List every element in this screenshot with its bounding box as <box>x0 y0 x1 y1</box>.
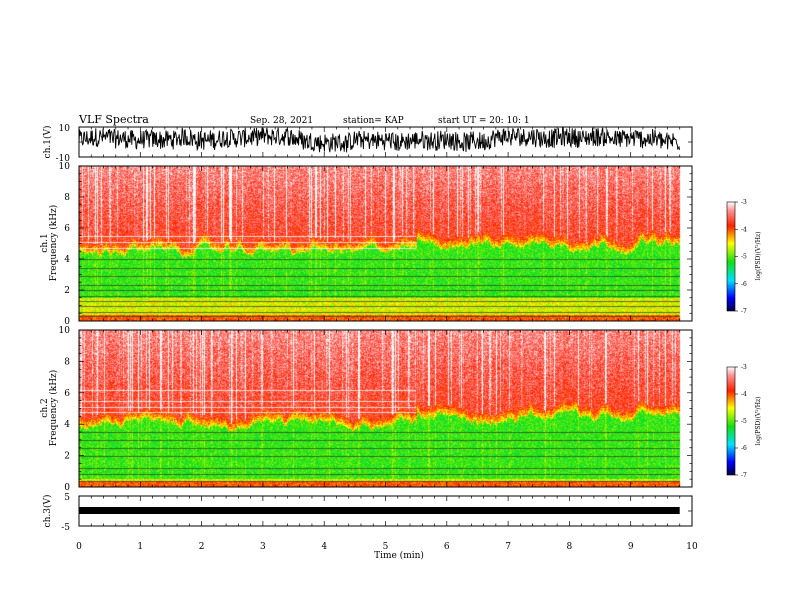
ch1-colorbar-label: log(PSD)(V²/Hz) <box>755 232 762 281</box>
ch2-spectrogram-image <box>79 330 692 487</box>
x-tick-label: 3 <box>260 542 266 552</box>
y-tick-label: 0 <box>64 317 70 327</box>
y-tick-label: 0 <box>64 483 70 493</box>
x-tick-label: 2 <box>199 542 205 552</box>
y-tick-label: 8 <box>64 193 70 203</box>
ch3-waveform-panel: 5 -5 ch.3(V) <box>42 493 693 533</box>
ch1-waveform-panel: 10 -10 ch.1(V) <box>42 124 693 164</box>
y-tick-label: 4 <box>64 420 70 430</box>
ch3-ytick-bottom: -5 <box>61 523 70 533</box>
x-tick-label: 5 <box>383 542 389 552</box>
x-tick-label: 7 <box>505 542 511 552</box>
colorbar-tick-label: -4 <box>741 391 747 398</box>
x-tick-label: 1 <box>137 542 143 552</box>
x-tick-label: 10 <box>686 542 698 552</box>
ch1-waveform-ylabel: ch.1(V) <box>42 126 53 159</box>
x-tick-label: 0 <box>76 542 82 552</box>
colorbar-tick-label: -4 <box>741 226 747 233</box>
ch2-spectrogram-ylabel-line2: Frequency (kHz) <box>48 370 59 447</box>
x-tick-label: 8 <box>567 542 573 552</box>
ch1-spectrogram-ylabel-line2: Frequency (kHz) <box>48 205 59 282</box>
ch1-ytick-bottom: -10 <box>56 154 71 164</box>
colorbar-tick-label: -5 <box>741 418 747 425</box>
ch1-waveform-line <box>79 127 681 153</box>
y-tick-label: 4 <box>64 255 70 265</box>
y-tick-label: 2 <box>64 452 70 462</box>
ch1-spectrogram-ylabel-line1: ch.1 <box>40 233 50 252</box>
start-time-label: start UT = 20: 10: 1 <box>438 116 530 126</box>
ch2-spectrogram-ylabel-line1: ch.2 <box>40 398 50 417</box>
colorbar-tick-label: -3 <box>741 364 747 371</box>
station-label: station= KAP <box>343 116 404 126</box>
x-tick-label: 4 <box>321 542 327 552</box>
colorbar-tick-label: -6 <box>741 445 747 452</box>
y-tick-label: 8 <box>64 357 70 367</box>
y-tick-label: 6 <box>64 389 70 399</box>
colorbar-tick-label: -5 <box>741 254 747 261</box>
ch2-colorbar-label: log(PSD)(V²/Hz) <box>755 397 762 446</box>
ch2-spectrogram-panel: 0 2 4 6 8 10 ch.2 Frequency (kHz) <box>40 326 693 493</box>
ch1-spectrogram-image <box>79 166 692 321</box>
y-tick-label: 10 <box>59 162 71 172</box>
y-tick-label: 6 <box>64 224 70 234</box>
ch3-waveform-band <box>79 507 680 514</box>
x-axis-tick-labels: 0 1 2 3 4 5 6 7 8 9 10 <box>76 542 698 552</box>
x-axis-ticks <box>78 126 693 527</box>
colorbar-tick-label: -7 <box>741 472 747 479</box>
ch3-waveform-ylabel: ch.3(V) <box>42 495 53 528</box>
ch1-spectrogram-panel: 0 2 4 6 8 10 ch.1 Frequency (kHz) <box>40 162 693 327</box>
x-axis-label: Time (min) <box>374 550 424 561</box>
colorbar-tick-label: -3 <box>741 199 747 206</box>
colorbar-tick-label: -6 <box>741 281 747 288</box>
figure-title: VLF Spectra <box>78 113 149 126</box>
x-tick-label: 9 <box>628 542 634 552</box>
y-tick-label: 10 <box>59 326 71 336</box>
x-tick-label: 6 <box>444 542 450 552</box>
date-label: Sep. 28, 2021 <box>250 116 313 126</box>
ch1-colorbar: -3 -4 -5 -6 -7 log(PSD)(V²/Hz) <box>726 199 762 315</box>
ch1-ytick-top: 10 <box>59 124 71 134</box>
ch2-colorbar: -3 -4 -5 -6 -7 log(PSD)(V²/Hz) <box>726 364 762 479</box>
colorbar-tick-label: -7 <box>741 308 747 315</box>
ch3-ytick-top: 5 <box>64 493 70 503</box>
y-tick-label: 2 <box>64 286 70 296</box>
